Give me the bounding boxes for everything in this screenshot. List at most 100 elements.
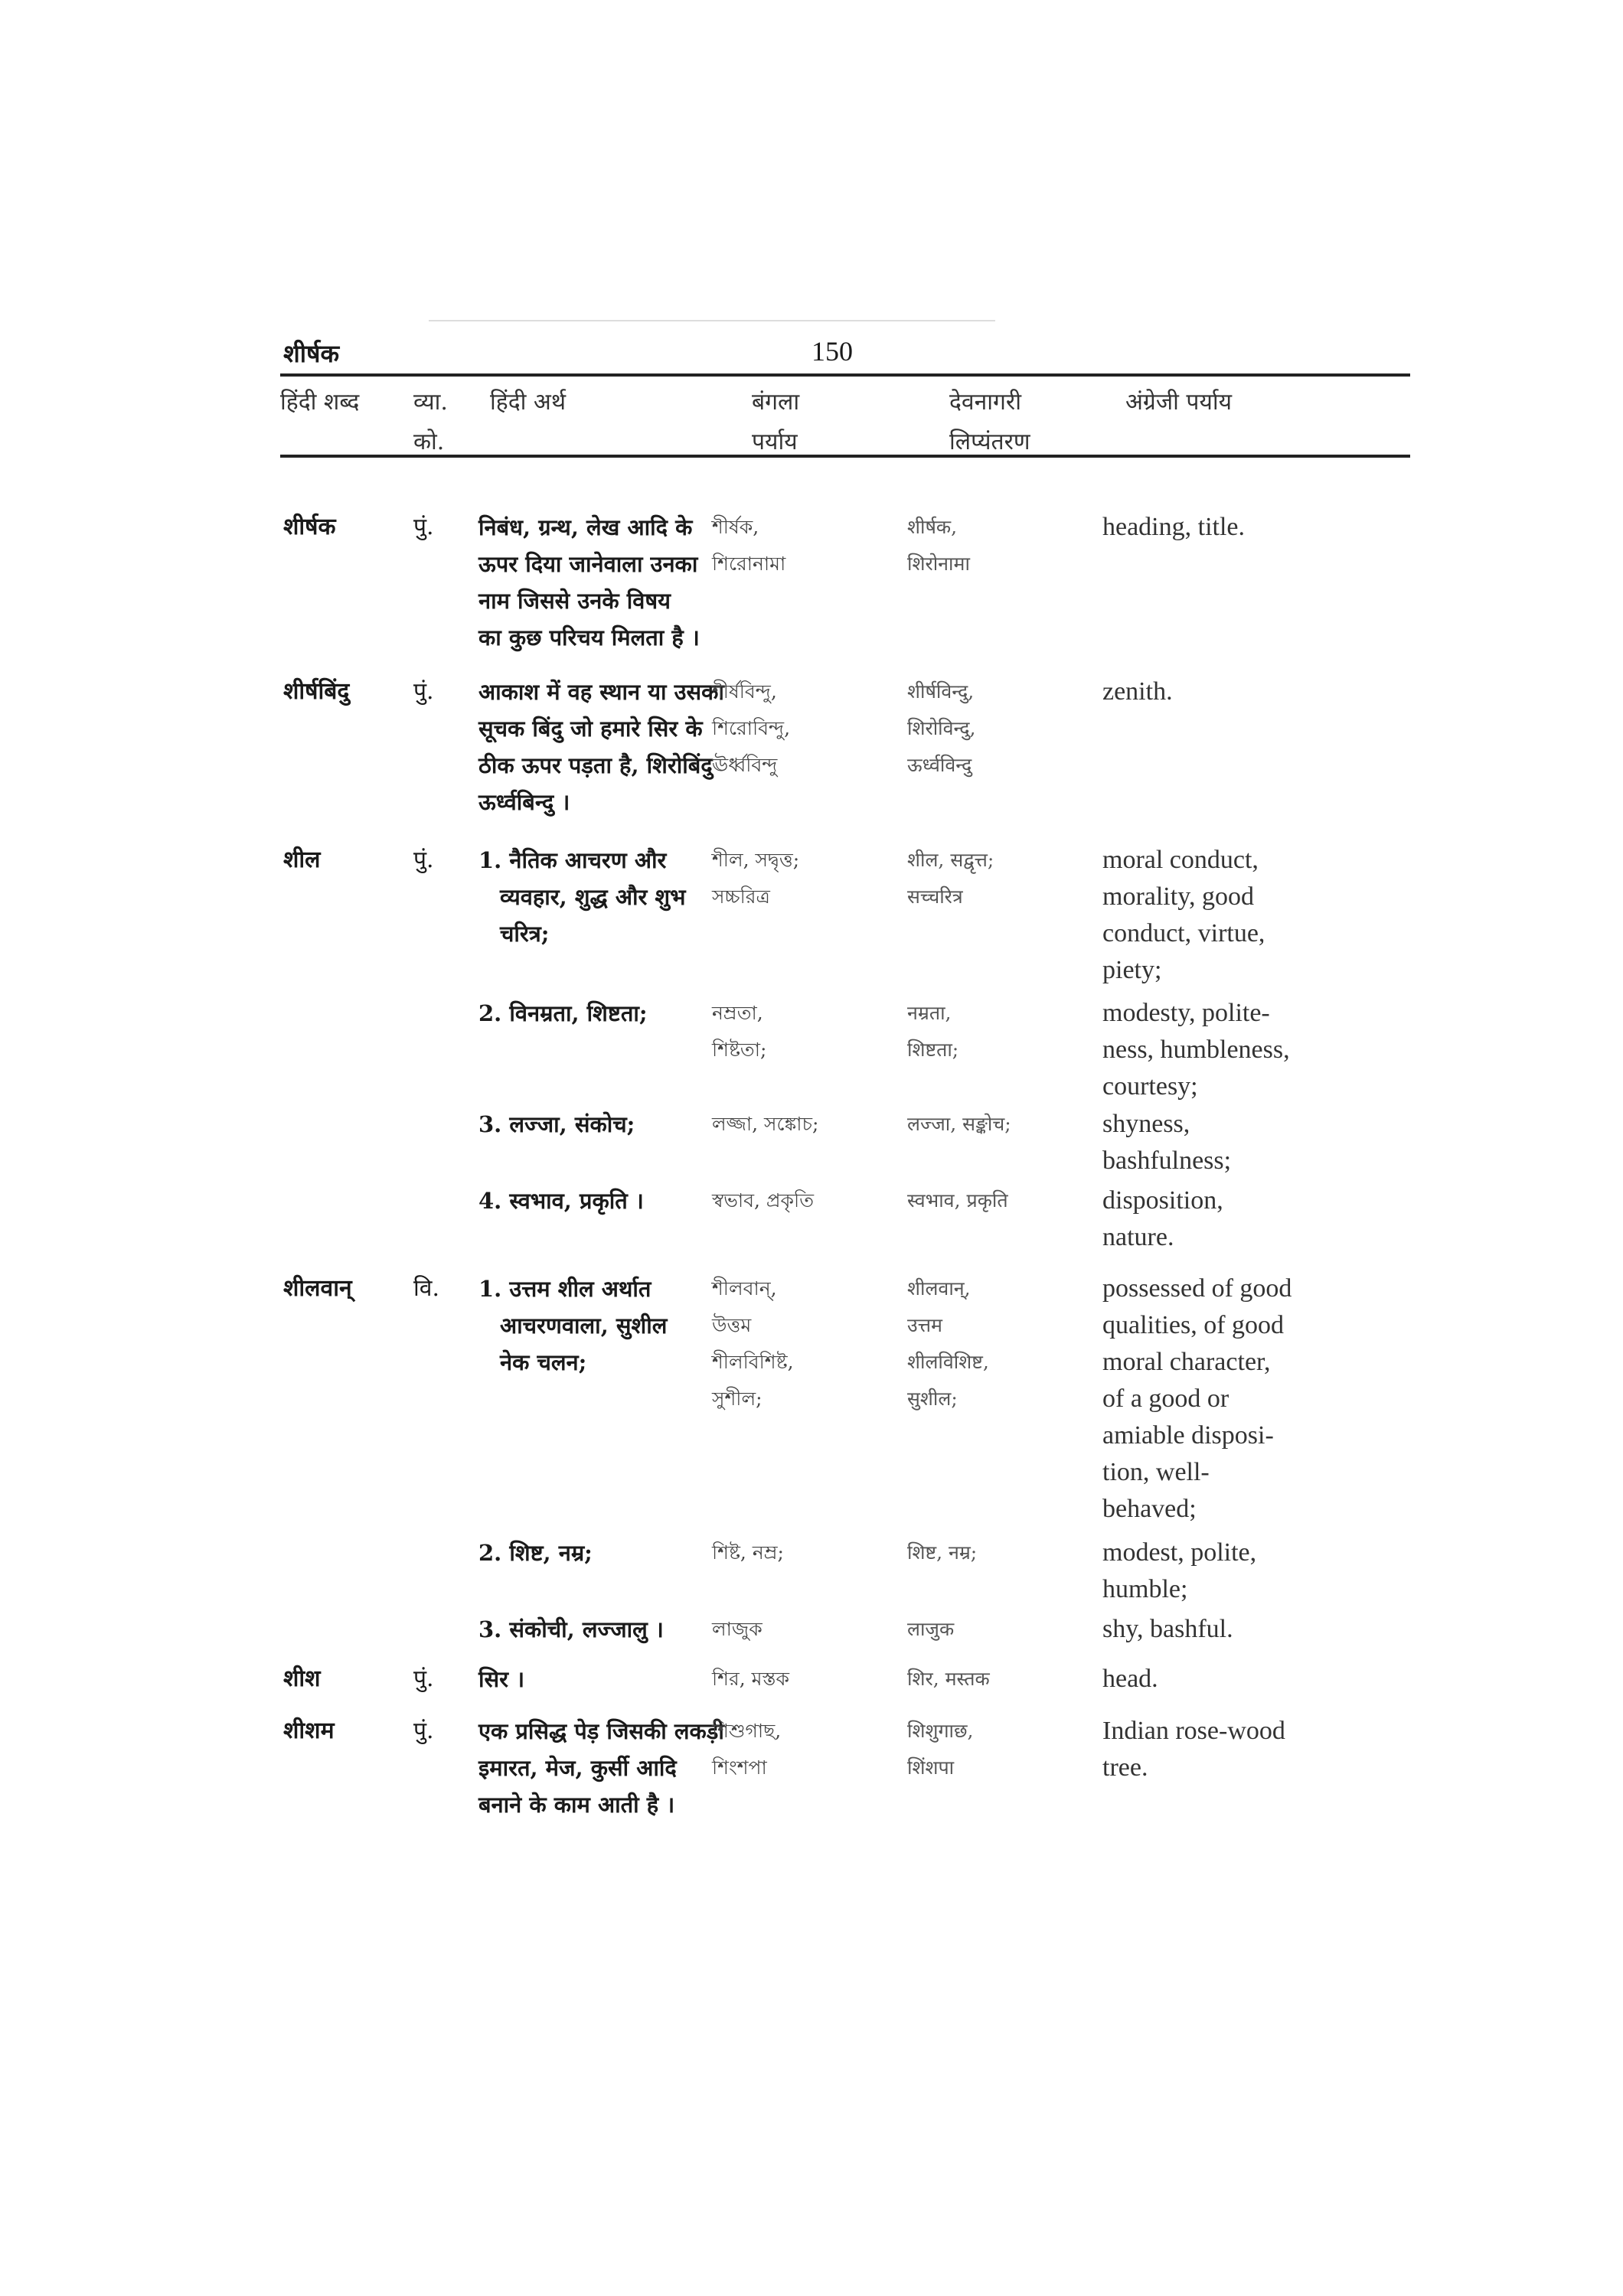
entry-bengali-line: শিশুগাছ, bbox=[712, 1720, 782, 1742]
entry-meaning-line: सिर । bbox=[478, 1666, 525, 1692]
entry-meaning-line: 2. विनम्रता, शिष्टता; bbox=[478, 1000, 648, 1026]
entry-english-line: modesty, polite- bbox=[1102, 999, 1270, 1027]
entry-english-line: zenith. bbox=[1102, 677, 1173, 706]
entry-gram: पुं. bbox=[413, 1665, 434, 1692]
entry-bengali: স্বভাব, প্রকৃতি bbox=[712, 1182, 814, 1219]
entry-meaning-line: नाम जिससे उनके विषय bbox=[478, 588, 671, 614]
entry-english-line: of a good or bbox=[1102, 1384, 1229, 1413]
entry-english: zenith. bbox=[1102, 673, 1173, 710]
entry-english-line: ness, humbleness, bbox=[1102, 1035, 1290, 1064]
entry-gram: वि. bbox=[413, 1275, 439, 1302]
guide-word: शीर्षक bbox=[283, 339, 340, 368]
entry-meaning: 3. संकोची, लज्जालु । bbox=[478, 1611, 708, 1648]
entry-meaning-line: 4. स्वभाव, प्रकृति । bbox=[478, 1188, 644, 1214]
entry-meaning: निबंध, ग्रन्थ, लेख आदि के ऊपर दिया जानेवा… bbox=[478, 509, 708, 656]
entry-english-line: bashfulness; bbox=[1102, 1146, 1232, 1175]
entry-meaning: 2. विनम्रता, शिष्टता; bbox=[478, 995, 708, 1032]
entry-english: shyness, bashfulness; bbox=[1102, 1106, 1231, 1179]
entry-meaning-line: बनाने के काम आती है । bbox=[478, 1792, 675, 1818]
entry-devanagari-line: सच्चरित्र bbox=[907, 885, 963, 908]
entry-bengali: শিষ্ট, নম্র; bbox=[712, 1534, 784, 1571]
col-grammar-line: को. bbox=[413, 429, 445, 455]
header-bottom-rule bbox=[280, 455, 1410, 458]
entry-devanagari-line: ऊर्ध्वविन्दु bbox=[907, 754, 972, 776]
entry-devanagari-line: लज्जा, सङ्कोच; bbox=[907, 1113, 1011, 1135]
entry-devanagari: शीलवान्, उत्तम शीलविशिष्ट, सुशील; bbox=[907, 1270, 989, 1417]
entry-bengali-line: শিষ্ট, নম্র; bbox=[712, 1541, 784, 1564]
entry-meaning-line: आकाश में वह स्थान या उसका bbox=[478, 679, 724, 705]
entry-meaning-line: का कुछ परिचय मिलता है । bbox=[478, 625, 700, 651]
entry-english: disposition, nature. bbox=[1102, 1182, 1223, 1256]
col-bengali-line: पर्याय bbox=[752, 429, 798, 455]
entry-meaning: आकाश में वह स्थान या उसका सूचक बिंदु जो ह… bbox=[478, 673, 724, 820]
entry-meaning-line: निबंध, ग्रन्थ, लेख आदि के bbox=[478, 514, 693, 540]
entry-english-line: courtesy; bbox=[1102, 1072, 1198, 1101]
entry-meaning-line: ऊपर दिया जानेवाला उनका bbox=[478, 551, 698, 577]
entry-bengali-line: শিষ্টতা; bbox=[712, 1039, 767, 1061]
entry-bengali-line: লাজুক bbox=[712, 1618, 763, 1640]
entry-meaning: एक प्रसिद्ध पेड़ जिसकी लकड़ी इमारत, मेज, … bbox=[478, 1713, 724, 1823]
entry-english-line: moral conduct, bbox=[1102, 846, 1259, 874]
entry-meaning-line: ठीक ऊपर पड़ता है, शिरोबिंदु bbox=[478, 752, 713, 778]
entry-gram: पुं. bbox=[413, 1717, 434, 1744]
entry-word: शीशम bbox=[283, 1717, 335, 1744]
entry-devanagari-line: सुशील; bbox=[907, 1388, 958, 1410]
entry-english-line: disposition, bbox=[1102, 1186, 1223, 1215]
col-grammar: व्या. को. bbox=[413, 383, 448, 462]
entry-gram: पुं. bbox=[413, 846, 434, 873]
header-top-rule bbox=[280, 373, 1410, 377]
entry-bengali-line: শীলবান্, bbox=[712, 1277, 777, 1300]
entry-devanagari: शिशुगाछ, शिंशपा bbox=[907, 1713, 974, 1786]
entry-gram: पुं. bbox=[413, 678, 434, 705]
entry-bengali-line: লজ্জা, সঙ্কোচ; bbox=[712, 1113, 819, 1135]
entry-english-line: morality, good bbox=[1102, 882, 1254, 911]
entry-bengali-line: শীর্ষবিন্দু, bbox=[712, 680, 777, 703]
entry-bengali: শির, মস্তক bbox=[712, 1661, 789, 1698]
entry-english: shy, bashful. bbox=[1102, 1611, 1233, 1648]
entry-english: moral conduct, morality, good conduct, vir… bbox=[1102, 842, 1265, 989]
col-english: अंग्रेजी पर्याय bbox=[1125, 389, 1233, 416]
entry-meaning: सिर । bbox=[478, 1661, 708, 1698]
entry-devanagari: लाजुक bbox=[907, 1611, 954, 1648]
entry-english: modesty, polite-ness, humbleness, courtes… bbox=[1102, 995, 1290, 1105]
entry-devanagari-line: शिशुगाछ, bbox=[907, 1720, 974, 1742]
entry-devanagari-line: शिष्ट, नम्र; bbox=[907, 1541, 978, 1564]
entry-devanagari-line: शिर, मस्तक bbox=[907, 1668, 990, 1690]
entry-devanagari-line: नम्रता, bbox=[907, 1002, 952, 1024]
entry-devanagari-line: शिरोनामा bbox=[907, 553, 970, 575]
entry-word: शीश bbox=[283, 1665, 321, 1692]
entry-meaning-line: सूचक बिंदु जो हमारे सिर के bbox=[478, 716, 703, 742]
entry-meaning-line: आचरणवाला, सुशील bbox=[500, 1313, 668, 1339]
entry-devanagari-line: शीर्षक, bbox=[907, 516, 958, 538]
entry-gram: पुं. bbox=[413, 514, 434, 540]
entry-english-line: moral character, bbox=[1102, 1348, 1271, 1376]
entry-english: heading, title. bbox=[1102, 509, 1245, 546]
entry-devanagari-line: उत्तम bbox=[907, 1314, 942, 1336]
entry-devanagari: शिष्ट, नम्र; bbox=[907, 1534, 977, 1571]
entry-devanagari-line: शिरोविन्दु, bbox=[907, 717, 976, 739]
entry-meaning-line: 3. लज्जा, संकोच; bbox=[478, 1111, 635, 1137]
entry-devanagari: नम्रता, शिष्टता; bbox=[907, 995, 958, 1068]
entry-meaning: 3. लज्जा, संकोच; bbox=[478, 1106, 708, 1143]
entry-english-line: behaved; bbox=[1102, 1495, 1197, 1523]
col-bengali-line: बंगला bbox=[752, 389, 800, 416]
entry-bengali: শীলবান্, উত্তম শীলবিশিষ্ট, সুশীল; bbox=[712, 1270, 794, 1417]
entry-bengali: শীর্ষবিন্দু, শিরোবিন্দু, ঊর্ধ্ববিন্দু bbox=[712, 673, 790, 784]
entry-devanagari-line: शीर्षविन्दु, bbox=[907, 680, 975, 703]
entry-meaning-line: 2. शिष्ट, नम्र; bbox=[478, 1540, 593, 1566]
entry-word: शील bbox=[283, 846, 321, 873]
entry-bengali-line: শিরোবিন্দু, bbox=[712, 717, 791, 739]
entry-devanagari-line: शिंशपा bbox=[907, 1756, 955, 1779]
entry-meaning-line: 1. उत्तम शील अर्थात bbox=[478, 1276, 651, 1302]
col-devanagari-line: देवनागरी bbox=[949, 389, 1021, 416]
entry-meaning-line: इमारत, मेज, कुर्सी आदि bbox=[478, 1755, 677, 1781]
entry-devanagari-line: शिष्टता; bbox=[907, 1039, 959, 1061]
entry-bengali-line: স্বভাব, প্রকৃতি bbox=[712, 1189, 814, 1212]
entry-english-line: possessed of good bbox=[1102, 1274, 1292, 1303]
entry-english-line: humble; bbox=[1102, 1575, 1188, 1603]
entry-devanagari-line: स्वभाव, प्रकृति bbox=[907, 1189, 1008, 1212]
entry-meaning: 1. नैतिक आचरण और व्यवहार, शुद्ध और शुभ चरि… bbox=[478, 842, 708, 952]
entry-english: head. bbox=[1102, 1661, 1158, 1698]
entry-bengali-line: শির, মস্তক bbox=[712, 1668, 789, 1690]
entry-devanagari: स्वभाव, प्रकृति bbox=[907, 1182, 1008, 1219]
